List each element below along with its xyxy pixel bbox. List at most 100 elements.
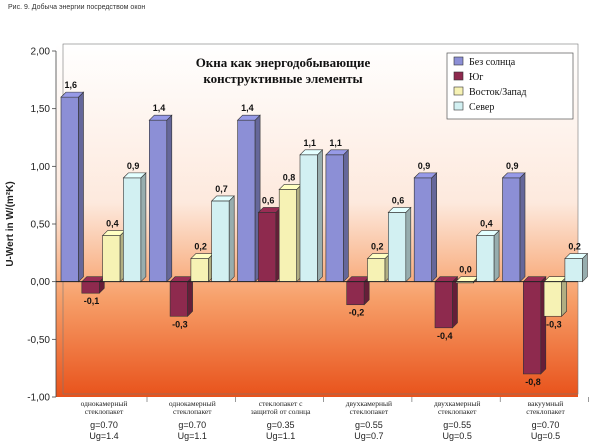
- bar-front: [169, 281, 188, 317]
- bar-front: [564, 258, 583, 282]
- bar: [345, 275, 370, 306]
- data-label: 1,4: [153, 103, 166, 113]
- category-label: однокамерный: [169, 399, 216, 408]
- bar-top: [475, 230, 500, 236]
- bar-front: [237, 119, 256, 282]
- y-tick-label: 2,00: [31, 47, 51, 58]
- bar: [366, 252, 391, 283]
- bar: [299, 149, 324, 283]
- bar-front: [299, 154, 318, 282]
- bar: [434, 275, 459, 329]
- category-g-value: g=0.70: [90, 420, 118, 430]
- bar-front: [387, 212, 407, 282]
- bar-side: [228, 195, 235, 283]
- bar-front: [123, 177, 142, 282]
- chart-title-line: конструктивные элементы: [203, 71, 362, 86]
- bar: [564, 252, 589, 283]
- category-label: стеклопакет: [526, 407, 565, 416]
- category-g-value: g=0.70: [532, 420, 560, 430]
- bar-top: [387, 207, 412, 213]
- category-labels-group: однокамерныйстеклопакетg=0.70Ug=1.4однок…: [81, 397, 589, 441]
- bar-front: [413, 177, 433, 282]
- bar: [387, 206, 412, 283]
- y-tick-label: -1,00: [27, 393, 50, 404]
- data-label: 1,1: [303, 138, 316, 148]
- bar-side: [405, 206, 412, 283]
- y-tick-label: 1,50: [31, 104, 51, 115]
- category-label: однокамерный: [81, 399, 128, 408]
- bar-side: [140, 172, 147, 283]
- category-label: защитой от солнца: [251, 407, 311, 416]
- legend-swatch: [453, 101, 464, 111]
- category-label: двухкамерный: [434, 399, 480, 408]
- bar-top: [122, 172, 147, 179]
- bar-side: [166, 114, 173, 283]
- bar-series-group: [60, 91, 589, 375]
- bar-front: [325, 154, 344, 282]
- data-label: 0,2: [568, 242, 581, 252]
- data-label: -0,3: [172, 319, 188, 329]
- legend-swatch: [453, 56, 464, 66]
- y-tick-label: 1,00: [31, 162, 51, 173]
- category-ug-value: Ug=0.7: [354, 431, 383, 441]
- category-label: стеклопакет: [173, 407, 212, 416]
- data-label: -0,8: [525, 377, 541, 387]
- bar-side: [519, 172, 526, 283]
- category-g-value: g=0.70: [178, 420, 206, 430]
- bar-front: [434, 281, 453, 329]
- data-label: 0,9: [127, 161, 140, 171]
- category-ug-value: Ug=1.1: [178, 431, 207, 441]
- legend-label: Юг: [469, 72, 483, 83]
- bar: [413, 172, 438, 283]
- bar-front: [278, 189, 298, 282]
- legend-label: Восток/Запад: [469, 87, 526, 98]
- bar-side: [452, 275, 458, 329]
- category-g-value: g=0.35: [267, 420, 295, 430]
- category-ug-value: Ug=1.1: [266, 431, 295, 441]
- legend: Без солнца Юг Восток/Запад Север: [446, 52, 574, 120]
- data-label: -0,3: [546, 319, 562, 329]
- bar: [236, 114, 261, 283]
- y-axis-label: U-Wert in W/(m²K): [5, 181, 16, 266]
- bar: [122, 172, 147, 283]
- bar: [210, 195, 235, 283]
- category-ug-value: Ug=0.5: [443, 431, 472, 441]
- category-label: стеклопакет: [85, 407, 124, 416]
- bar-front: [258, 212, 277, 282]
- bar: [101, 229, 126, 283]
- bar-side: [431, 172, 438, 283]
- bar: [169, 275, 194, 317]
- bar: [148, 114, 173, 283]
- bar-side: [343, 149, 349, 283]
- category-g-value: g=0.55: [443, 420, 471, 430]
- bar: [522, 275, 547, 375]
- bar: [501, 172, 526, 283]
- bar-front: [522, 281, 542, 375]
- bar-top: [210, 195, 235, 202]
- bar-side: [317, 149, 323, 283]
- category-label: стеклопакет: [438, 407, 477, 416]
- bar-top: [501, 172, 526, 179]
- data-label: 0,2: [371, 242, 384, 252]
- legend-label: Север: [469, 102, 494, 113]
- bar-front: [476, 235, 495, 282]
- data-label: 0,4: [480, 219, 493, 229]
- bar-front: [543, 281, 562, 317]
- y-axis: 2,00 1,50 1,00 0,50 0,00 -0,50 -1,00 U-Wert in …: [5, 47, 57, 404]
- data-label: -0,1: [84, 296, 100, 306]
- bar-top: [325, 149, 350, 156]
- bar: [475, 229, 500, 283]
- bar-front: [367, 258, 386, 282]
- chart-title-line: Окна как энергодобывающие: [196, 55, 371, 70]
- bar-side: [78, 91, 84, 283]
- data-label: 0,6: [392, 195, 405, 205]
- bar-top: [299, 149, 324, 156]
- bar-front: [190, 258, 209, 282]
- legend-box: [446, 52, 574, 120]
- bar: [325, 149, 350, 283]
- data-label: 1,4: [241, 103, 254, 113]
- bar: [190, 252, 215, 283]
- bar: [257, 206, 282, 283]
- bar-top: [60, 91, 85, 98]
- y-tick-label: 0,50: [31, 220, 51, 231]
